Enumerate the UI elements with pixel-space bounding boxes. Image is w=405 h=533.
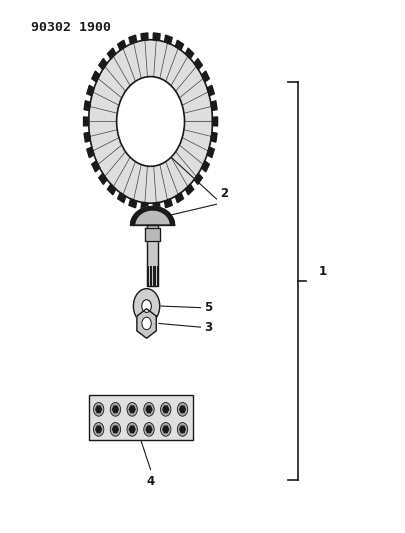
Circle shape <box>94 423 104 436</box>
Polygon shape <box>107 184 116 195</box>
Polygon shape <box>163 426 168 433</box>
Polygon shape <box>84 132 90 142</box>
Polygon shape <box>207 147 214 158</box>
Circle shape <box>117 77 185 166</box>
Polygon shape <box>96 426 102 433</box>
Polygon shape <box>130 206 175 225</box>
Polygon shape <box>87 147 94 158</box>
Polygon shape <box>146 406 152 413</box>
Polygon shape <box>87 85 94 96</box>
Polygon shape <box>117 40 126 50</box>
Polygon shape <box>129 426 135 433</box>
Circle shape <box>177 402 188 416</box>
Polygon shape <box>153 206 158 211</box>
Circle shape <box>142 300 151 312</box>
Polygon shape <box>129 406 135 413</box>
Polygon shape <box>142 207 148 212</box>
Polygon shape <box>83 117 89 126</box>
Polygon shape <box>194 59 202 69</box>
Polygon shape <box>211 101 217 110</box>
Polygon shape <box>129 35 136 44</box>
Circle shape <box>160 423 171 436</box>
Polygon shape <box>147 225 158 286</box>
Polygon shape <box>166 212 171 217</box>
Polygon shape <box>96 406 102 413</box>
Polygon shape <box>137 309 156 338</box>
Circle shape <box>127 423 137 436</box>
Polygon shape <box>164 35 172 44</box>
Text: 90302 1900: 90302 1900 <box>31 21 111 34</box>
Text: 2: 2 <box>220 187 228 200</box>
Polygon shape <box>212 117 217 126</box>
Circle shape <box>127 402 137 416</box>
Polygon shape <box>211 132 217 142</box>
Circle shape <box>133 289 160 324</box>
Polygon shape <box>194 173 202 184</box>
Polygon shape <box>146 426 152 433</box>
Polygon shape <box>175 193 183 203</box>
Polygon shape <box>147 206 152 211</box>
Polygon shape <box>130 221 135 225</box>
Circle shape <box>94 402 104 416</box>
Polygon shape <box>180 426 185 433</box>
Polygon shape <box>170 221 175 225</box>
Polygon shape <box>92 71 100 82</box>
Polygon shape <box>202 161 209 172</box>
Text: 4: 4 <box>147 475 155 488</box>
Polygon shape <box>92 161 100 172</box>
FancyBboxPatch shape <box>89 395 192 440</box>
Polygon shape <box>158 207 163 212</box>
Polygon shape <box>89 39 213 203</box>
Polygon shape <box>185 48 194 59</box>
Polygon shape <box>164 199 172 208</box>
Polygon shape <box>137 209 143 214</box>
Polygon shape <box>168 216 174 221</box>
Text: 1: 1 <box>318 265 326 278</box>
Polygon shape <box>99 173 107 184</box>
Polygon shape <box>207 85 214 96</box>
Polygon shape <box>113 426 118 433</box>
Text: 5: 5 <box>205 301 213 314</box>
Polygon shape <box>180 406 185 413</box>
Circle shape <box>160 402 171 416</box>
Polygon shape <box>134 212 140 217</box>
Polygon shape <box>117 193 126 203</box>
Polygon shape <box>141 203 148 210</box>
Polygon shape <box>132 216 137 221</box>
Polygon shape <box>84 101 90 110</box>
Circle shape <box>144 402 154 416</box>
Circle shape <box>110 423 121 436</box>
Polygon shape <box>107 48 116 59</box>
Polygon shape <box>145 228 160 241</box>
Polygon shape <box>153 33 160 41</box>
Polygon shape <box>185 184 194 195</box>
Polygon shape <box>99 59 107 69</box>
Polygon shape <box>141 33 148 41</box>
Circle shape <box>110 402 121 416</box>
Polygon shape <box>175 40 183 50</box>
Circle shape <box>142 317 151 330</box>
Polygon shape <box>129 199 136 208</box>
Polygon shape <box>113 406 118 413</box>
Circle shape <box>144 423 154 436</box>
Polygon shape <box>202 71 209 82</box>
Polygon shape <box>163 406 168 413</box>
Circle shape <box>177 423 188 436</box>
Polygon shape <box>153 203 160 210</box>
Polygon shape <box>162 209 168 214</box>
Text: 3: 3 <box>205 321 213 334</box>
